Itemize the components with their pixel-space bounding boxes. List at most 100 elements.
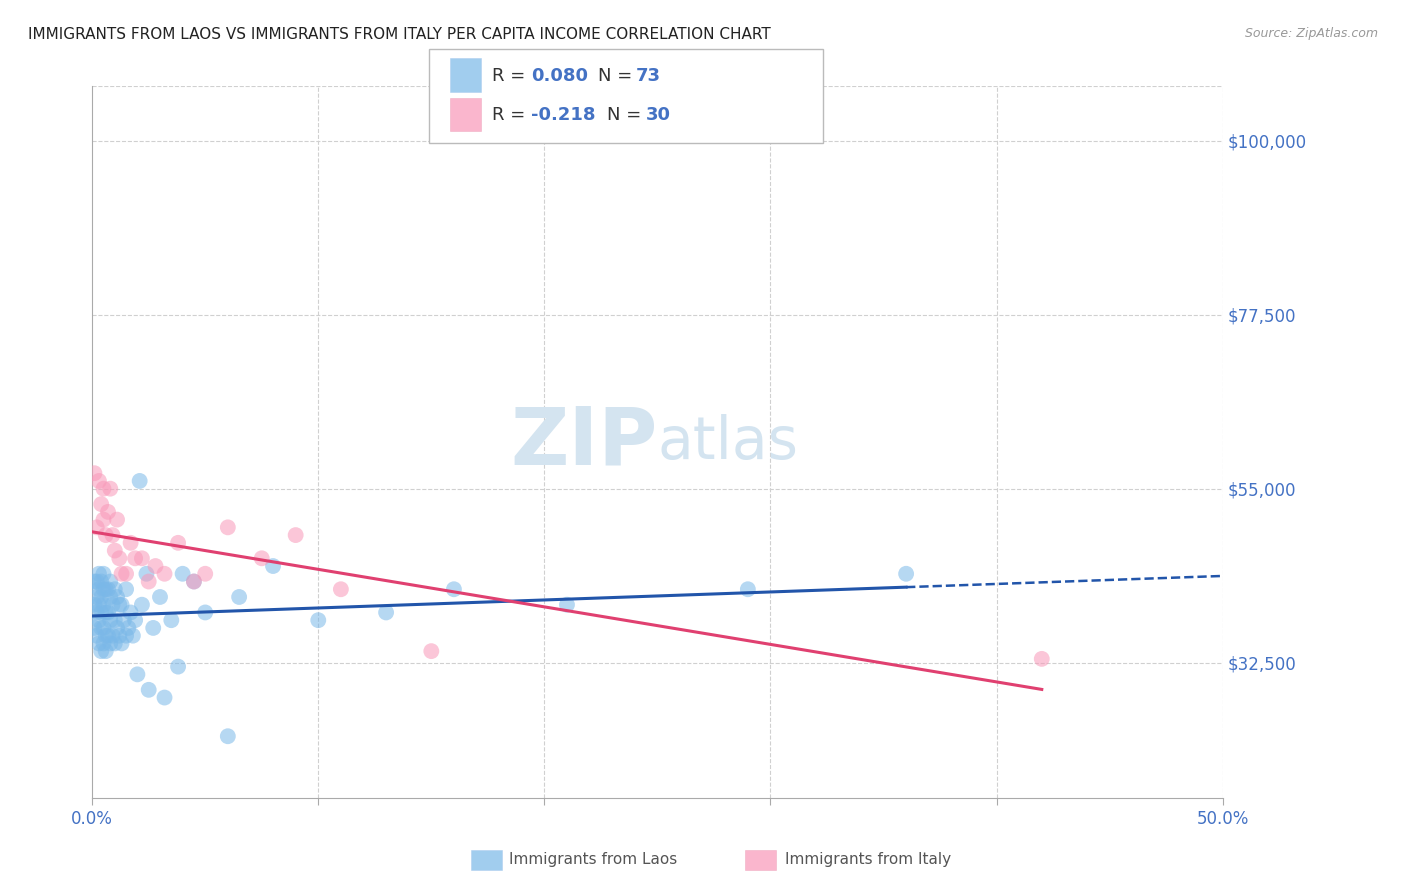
Point (90, 590, 112, 604)
Point (131, 598, 153, 612)
Point (105, 513, 128, 527)
Point (443, 582, 465, 597)
Point (167, 536, 190, 550)
Point (375, 606, 398, 620)
Point (117, 621, 139, 635)
Point (93, 636, 115, 650)
Point (93, 598, 115, 612)
Point (98, 613, 121, 627)
Text: Source: ZipAtlas.com: Source: ZipAtlas.com (1244, 27, 1378, 40)
Point (98, 482, 121, 496)
Point (104, 582, 127, 597)
Point (153, 566, 176, 581)
Point (93, 621, 115, 635)
Point (94, 582, 117, 597)
Point (108, 598, 131, 612)
Point (101, 528, 124, 542)
Point (104, 613, 127, 627)
Point (1031, 652, 1053, 666)
Point (98, 590, 121, 604)
Text: atlas: atlas (658, 414, 799, 471)
Text: Immigrants from Laos: Immigrants from Laos (509, 853, 678, 867)
Point (420, 644, 443, 658)
Point (83, 621, 105, 635)
Point (112, 613, 135, 627)
Point (737, 582, 759, 597)
Point (90, 497, 112, 511)
Point (98, 574, 121, 589)
Point (108, 551, 131, 566)
Point (83, 466, 105, 480)
Point (122, 629, 145, 643)
Point (105, 590, 128, 604)
Point (90, 574, 112, 589)
Point (124, 551, 146, 566)
Point (110, 598, 132, 612)
Point (94, 629, 117, 643)
Point (93, 482, 115, 496)
Point (115, 566, 138, 581)
Point (120, 536, 142, 550)
Point (160, 613, 183, 627)
Point (94, 606, 117, 620)
Point (194, 566, 217, 581)
Point (131, 551, 153, 566)
Point (145, 559, 167, 574)
Point (104, 636, 127, 650)
Point (307, 613, 329, 627)
Point (124, 613, 146, 627)
Text: Immigrants from Italy: Immigrants from Italy (785, 853, 950, 867)
Point (101, 629, 124, 643)
Point (90, 606, 112, 620)
Point (90, 621, 112, 635)
Point (194, 606, 217, 620)
Point (93, 582, 115, 597)
Point (87, 474, 110, 488)
Point (86, 520, 108, 534)
Point (128, 474, 150, 488)
Point (138, 574, 160, 589)
Point (127, 667, 149, 681)
Point (86, 590, 108, 604)
Point (86, 629, 108, 643)
Point (87, 598, 110, 612)
Text: 30: 30 (645, 106, 671, 124)
Point (98, 636, 121, 650)
Text: N =: N = (607, 106, 647, 124)
Point (115, 582, 138, 597)
Point (115, 629, 138, 643)
Point (217, 520, 239, 534)
Point (217, 729, 239, 743)
Point (83, 598, 105, 612)
Point (90, 644, 112, 658)
Text: 0.080: 0.080 (531, 67, 589, 85)
Point (94, 528, 117, 542)
Point (108, 629, 131, 643)
Point (97, 582, 120, 597)
Text: IMMIGRANTS FROM LAOS VS IMMIGRANTS FROM ITALY PER CAPITA INCOME CORRELATION CHAR: IMMIGRANTS FROM LAOS VS IMMIGRANTS FROM … (28, 27, 770, 42)
Point (138, 682, 160, 697)
Point (262, 559, 284, 574)
Point (110, 566, 132, 581)
Point (183, 574, 205, 589)
Point (97, 606, 120, 620)
Point (153, 690, 176, 705)
Point (87, 582, 110, 597)
Point (86, 574, 108, 589)
Point (167, 659, 190, 673)
Point (329, 582, 352, 597)
Point (120, 606, 142, 620)
Text: 73: 73 (636, 67, 661, 85)
Point (142, 621, 165, 635)
Point (183, 574, 205, 589)
Point (97, 629, 120, 643)
Point (101, 598, 124, 612)
Point (104, 543, 127, 558)
Point (894, 566, 917, 581)
Text: R =: R = (492, 67, 531, 85)
Point (87, 566, 110, 581)
Point (97, 505, 120, 519)
Text: ZIP: ZIP (510, 403, 658, 482)
Point (250, 551, 273, 566)
Point (555, 598, 578, 612)
